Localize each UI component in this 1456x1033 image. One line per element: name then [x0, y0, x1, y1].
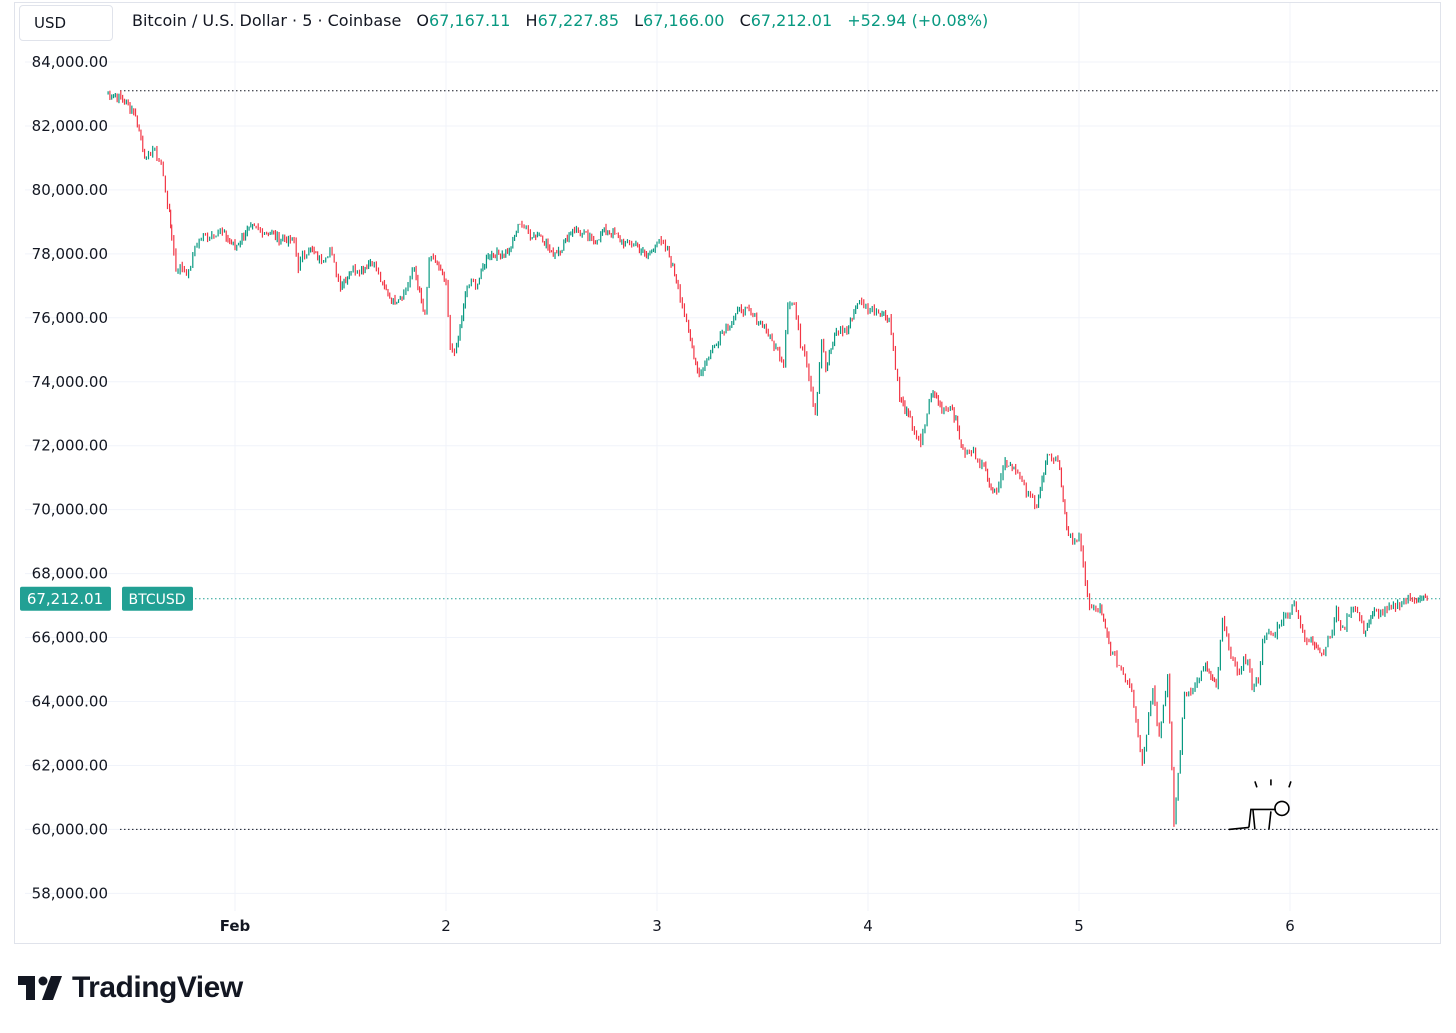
price-tag-ticker: BTCUSD [128, 592, 185, 608]
y-tick-label: 84,000.00 [32, 53, 108, 71]
y-tick-label: 66,000.00 [32, 629, 108, 647]
x-tick-label: 6 [1285, 917, 1295, 935]
close-label: C [739, 11, 751, 30]
price-chart[interactable]: 84,000.00 82,000.00 80,000.00 78,000.00 76,0… [15, 3, 1440, 943]
price-series [107, 90, 1428, 827]
chart-frame[interactable]: 84,000.00 82,000.00 80,000.00 78,000.00 76,0… [14, 2, 1441, 944]
y-tick-label: 60,000.00 [32, 820, 108, 838]
y-tick-label: 80,000.00 [32, 181, 108, 199]
y-tick-label: 64,000.00 [32, 693, 108, 711]
doodle-stroke [1248, 808, 1276, 828]
currency-selector[interactable]: USD [19, 5, 113, 41]
doodle-stroke [1254, 781, 1258, 788]
change-value: +52.94 (+0.08%) [847, 11, 989, 30]
high-label: H [525, 11, 538, 30]
y-tick-label: 62,000.00 [32, 756, 108, 774]
tradingview-logo[interactable]: TradingView [18, 971, 243, 1005]
y-tick-label: 76,000.00 [32, 309, 108, 327]
close-value: 67,212.01 [750, 11, 833, 30]
doodle-stroke [1228, 826, 1249, 831]
y-tick-label: 82,000.00 [32, 117, 108, 135]
open-label: O [416, 11, 430, 30]
low-value: 67,166.00 [643, 11, 725, 30]
y-tick-label: 78,000.00 [32, 245, 108, 263]
x-tick-label: 5 [1074, 917, 1084, 935]
doodle-stroke [1252, 809, 1256, 830]
x-tick-label: 3 [652, 917, 662, 935]
doodle-stroke [1268, 811, 1272, 830]
doodle-stroke [1288, 781, 1292, 788]
currency-label: USD [34, 14, 67, 32]
doodle-figure [1228, 779, 1292, 831]
y-tick-label: 58,000.00 [32, 884, 108, 902]
open-value: 67,167.11 [429, 11, 511, 30]
y-tick-label: 72,000.00 [32, 437, 108, 455]
x-tick-label: 2 [441, 917, 451, 935]
brand-name: TradingView [72, 971, 243, 1004]
last-price-tag: 67,212.01 BTCUSD [20, 586, 193, 611]
ticker-tag-box [122, 586, 193, 611]
x-tick-label: Feb [220, 917, 251, 935]
y-tick-label: 74,000.00 [32, 373, 108, 391]
high-value: 67,227.85 [537, 11, 620, 30]
doodle-head [1274, 800, 1290, 817]
x-tick-label: 4 [863, 917, 873, 935]
price-tag-value: 67,212.01 [27, 590, 103, 608]
ohlc-legend: Bitcoin / U.S. Dollar · 5 · Coinbase O67… [132, 11, 988, 30]
price-tag-box [20, 586, 111, 611]
low-label: L [634, 11, 644, 30]
tradingview-logo-icon [18, 976, 62, 1000]
y-tick-label: 70,000.00 [32, 501, 108, 519]
y-tick-label: 68,000.00 [32, 565, 108, 583]
symbol-title[interactable]: Bitcoin / U.S. Dollar · 5 · Coinbase [132, 11, 402, 30]
